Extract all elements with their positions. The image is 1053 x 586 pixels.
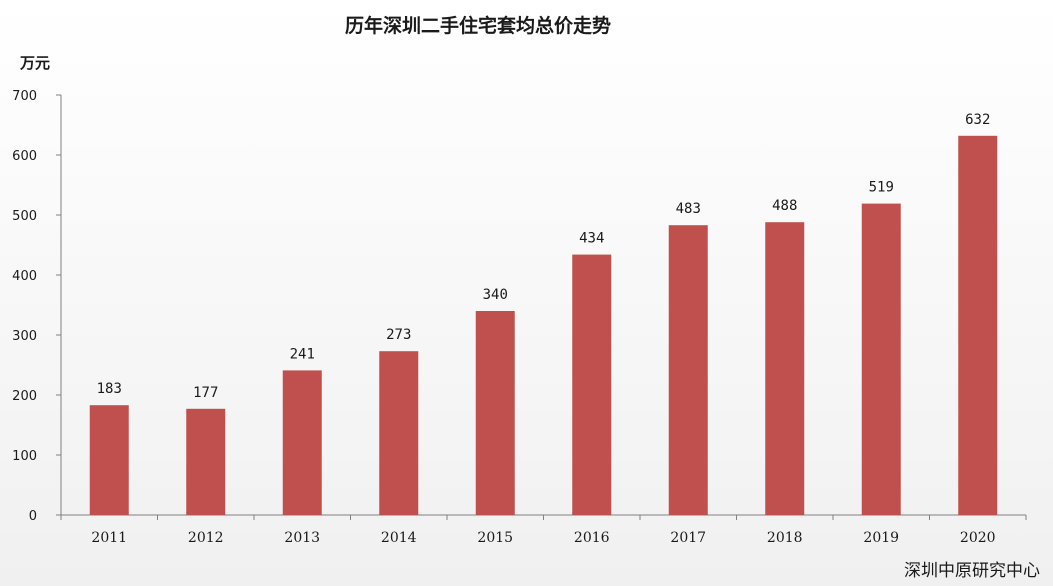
data-label: 183: [97, 381, 122, 397]
source-note: 深圳中原研究中心: [904, 561, 1040, 581]
chart-title: 历年深圳二手住宅套均总价走势: [345, 14, 611, 37]
data-label: 519: [869, 180, 894, 196]
y-tick-label: 700: [12, 89, 37, 104]
data-labels: 183 177 241 273 340 434 483 488 519 632: [97, 112, 991, 401]
bar: [379, 351, 419, 515]
data-label: 273: [386, 327, 411, 343]
x-tick-label: 2014: [381, 530, 417, 546]
bar-series: [89, 135, 998, 516]
data-label: 632: [965, 112, 990, 128]
y-tick-label: 0: [29, 509, 37, 524]
bar: [186, 408, 226, 515]
bar: [668, 225, 708, 515]
y-tick-label: 100: [12, 449, 37, 464]
bar: [861, 203, 901, 515]
x-tick-label: 2020: [960, 530, 996, 546]
y-tick-label: 400: [12, 269, 37, 284]
data-label: 340: [483, 287, 508, 303]
x-tick-label: 2017: [670, 530, 706, 546]
y-tick-label: 200: [12, 389, 37, 404]
y-tick-label: 500: [12, 209, 37, 224]
x-tick-label: 2011: [91, 530, 127, 546]
bar: [765, 222, 805, 515]
data-label: 488: [772, 198, 797, 214]
x-axis: [60, 514, 1027, 520]
bar: [475, 311, 515, 515]
x-tick-label: 2015: [477, 530, 513, 546]
y-axis: 0 100 200 300 400 500 600 700: [12, 89, 62, 524]
y-tick-label: 300: [12, 329, 37, 344]
data-label: 483: [676, 201, 701, 217]
y-tick-label: 600: [12, 149, 37, 164]
x-tick-label: 2016: [574, 530, 610, 546]
data-label: 241: [290, 346, 315, 362]
x-tick-label: 2018: [767, 530, 803, 546]
x-tick-label: 2019: [863, 530, 899, 546]
x-tick-label: 2013: [284, 530, 320, 546]
y-axis-unit: 万元: [19, 54, 50, 72]
bar: [282, 370, 322, 515]
data-label: 177: [193, 385, 218, 401]
bar: [89, 405, 129, 515]
bar: [958, 135, 998, 516]
bar: [572, 254, 612, 515]
x-tick-labels: 2011 2012 2013 2014 2015 2016 2017 2018 2019 2020: [91, 530, 995, 546]
x-tick-label: 2012: [188, 530, 224, 546]
data-label: 434: [579, 231, 604, 247]
